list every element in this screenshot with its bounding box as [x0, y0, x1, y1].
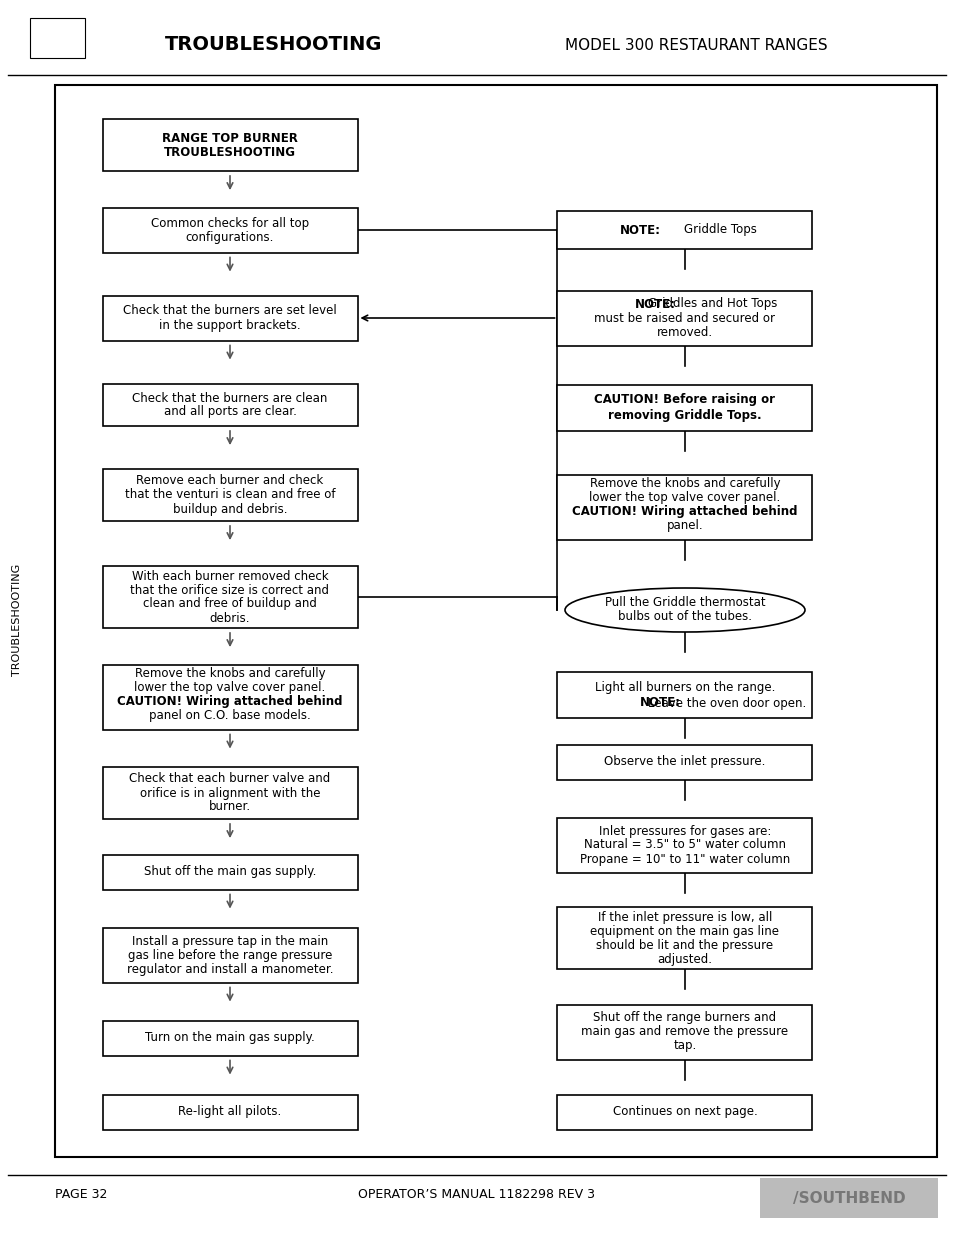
Bar — [557, 745, 812, 779]
Text: debris.: debris. — [210, 611, 250, 625]
Text: adjusted.: adjusted. — [657, 952, 712, 966]
Bar — [557, 290, 812, 346]
Text: Re-light all pilots.: Re-light all pilots. — [178, 1105, 281, 1119]
Text: CAUTION! Wiring attached behind: CAUTION! Wiring attached behind — [572, 505, 797, 517]
Bar — [102, 566, 357, 629]
Text: NOTE:: NOTE: — [618, 224, 659, 236]
Text: and all ports are clear.: and all ports are clear. — [163, 405, 296, 419]
Bar — [55, 85, 936, 1157]
Bar — [102, 207, 357, 252]
Text: panel on C.O. base models.: panel on C.O. base models. — [149, 709, 311, 721]
Text: Check that each burner valve and: Check that each burner valve and — [130, 773, 331, 785]
Text: Install a pressure tap in the main: Install a pressure tap in the main — [132, 935, 328, 947]
Text: Check that the burners are set level: Check that the burners are set level — [123, 305, 336, 317]
Text: /SOUTHBEND: /SOUTHBEND — [792, 1191, 904, 1205]
Text: TROUBLESHOOTING: TROUBLESHOOTING — [12, 564, 22, 676]
Text: removed.: removed. — [657, 326, 712, 338]
Bar — [102, 767, 357, 819]
Text: that the orifice size is correct and: that the orifice size is correct and — [131, 583, 329, 597]
Text: should be lit and the pressure: should be lit and the pressure — [596, 939, 773, 951]
Text: lower the top valve cover panel.: lower the top valve cover panel. — [134, 680, 325, 694]
Text: Common checks for all top: Common checks for all top — [151, 216, 309, 230]
Text: must be raised and secured or: must be raised and secured or — [594, 311, 775, 325]
Text: clean and free of buildup and: clean and free of buildup and — [143, 598, 316, 610]
Bar — [557, 1094, 812, 1130]
Text: CAUTION! Before raising or: CAUTION! Before raising or — [594, 394, 775, 406]
Text: Griddle Tops: Griddle Tops — [683, 224, 756, 236]
Text: Propane = 10" to 11" water column: Propane = 10" to 11" water column — [579, 852, 789, 866]
Text: regulator and install a manometer.: regulator and install a manometer. — [127, 962, 333, 976]
Text: NOTE:: NOTE: — [634, 298, 675, 310]
Text: Check that the burners are clean: Check that the burners are clean — [132, 391, 327, 405]
Text: main gas and remove the pressure: main gas and remove the pressure — [580, 1025, 788, 1039]
Text: removing Griddle Tops.: removing Griddle Tops. — [608, 410, 761, 422]
Text: bulbs out of the tubes.: bulbs out of the tubes. — [618, 610, 751, 624]
Text: Pull the Griddle thermostat: Pull the Griddle thermostat — [604, 597, 764, 610]
Ellipse shape — [564, 588, 804, 632]
Text: panel.: panel. — [666, 519, 702, 531]
Text: gas line before the range pressure: gas line before the range pressure — [128, 948, 332, 962]
Text: Turn on the main gas supply.: Turn on the main gas supply. — [145, 1031, 314, 1045]
Text: configurations.: configurations. — [186, 231, 274, 243]
Text: Inlet pressures for gases are:: Inlet pressures for gases are: — [598, 825, 770, 837]
Text: burner.: burner. — [209, 800, 251, 814]
Text: RANGE TOP BURNER: RANGE TOP BURNER — [162, 132, 297, 146]
Bar — [557, 672, 812, 718]
Bar — [102, 664, 357, 730]
Text: Leave the oven door open.: Leave the oven door open. — [647, 697, 805, 709]
Text: Shut off the range burners and: Shut off the range burners and — [593, 1011, 776, 1025]
Bar — [102, 384, 357, 426]
Bar — [102, 119, 357, 170]
Text: Light all burners on the range.: Light all burners on the range. — [594, 680, 775, 694]
Text: equipment on the main gas line: equipment on the main gas line — [590, 925, 779, 937]
Text: lower the top valve cover panel.: lower the top valve cover panel. — [589, 490, 780, 504]
Text: CAUTION! Wiring attached behind: CAUTION! Wiring attached behind — [117, 694, 342, 708]
Text: PAGE 32: PAGE 32 — [55, 1188, 108, 1202]
Bar — [102, 927, 357, 983]
Text: If the inlet pressure is low, all: If the inlet pressure is low, all — [598, 910, 771, 924]
Text: Continues on next page.: Continues on next page. — [612, 1105, 757, 1119]
Text: tap.: tap. — [673, 1040, 696, 1052]
Text: Remove each burner and check: Remove each burner and check — [136, 474, 323, 488]
Text: Natural = 3.5" to 5" water column: Natural = 3.5" to 5" water column — [583, 839, 785, 851]
Bar — [102, 1094, 357, 1130]
Bar — [30, 19, 85, 58]
Text: Observe the inlet pressure.: Observe the inlet pressure. — [603, 756, 765, 768]
Text: that the venturi is clean and free of: that the venturi is clean and free of — [125, 489, 335, 501]
Text: TROUBLESHOOTING: TROUBLESHOOTING — [164, 147, 295, 159]
Bar — [102, 469, 357, 521]
Bar — [102, 855, 357, 889]
Text: With each burner removed check: With each burner removed check — [132, 569, 328, 583]
Bar — [557, 211, 812, 249]
Text: buildup and debris.: buildup and debris. — [172, 503, 287, 515]
Text: Remove the knobs and carefully: Remove the knobs and carefully — [134, 667, 325, 679]
Text: Griddles and Hot Tops: Griddles and Hot Tops — [648, 298, 777, 310]
Text: orifice is in alignment with the: orifice is in alignment with the — [139, 787, 320, 799]
Text: in the support brackets.: in the support brackets. — [159, 319, 300, 331]
Text: TROUBLESHOOTING: TROUBLESHOOTING — [165, 36, 382, 54]
Text: MODEL 300 RESTAURANT RANGES: MODEL 300 RESTAURANT RANGES — [564, 37, 827, 53]
Bar — [760, 1178, 937, 1218]
Bar — [102, 1020, 357, 1056]
Text: Remove the knobs and carefully: Remove the knobs and carefully — [589, 477, 780, 489]
Text: Shut off the main gas supply.: Shut off the main gas supply. — [144, 866, 315, 878]
Bar — [557, 906, 812, 969]
Bar — [102, 295, 357, 341]
Bar — [557, 385, 812, 431]
Text: OPERATOR’S MANUAL 1182298 REV 3: OPERATOR’S MANUAL 1182298 REV 3 — [358, 1188, 595, 1202]
Bar — [557, 1004, 812, 1060]
Bar — [557, 818, 812, 872]
Text: NOTE:: NOTE: — [639, 697, 679, 709]
Bar — [557, 474, 812, 540]
